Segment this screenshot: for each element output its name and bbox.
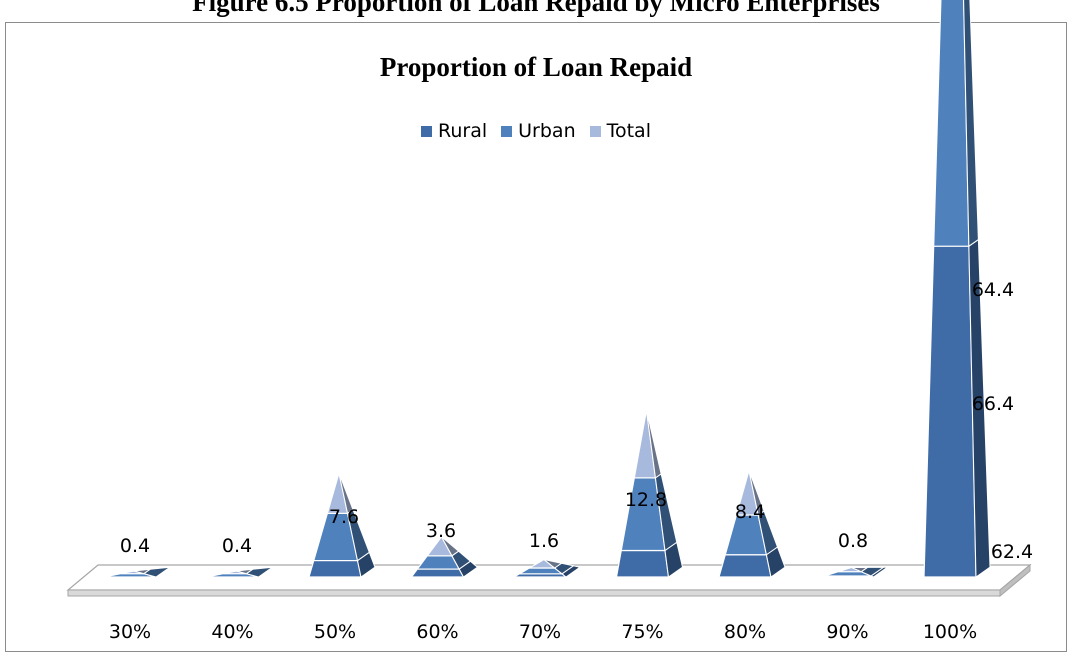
data-label: 66.4 [972, 393, 1014, 415]
legend-swatch-rural [421, 125, 433, 137]
legend-label-total: Total [606, 120, 651, 142]
data-label: 1.6 [529, 530, 559, 552]
x-tick-label: 40% [211, 621, 253, 643]
bar-segment-side [851, 566, 870, 573]
x-tick-label: 80% [724, 621, 766, 643]
data-label: 8.4 [735, 501, 765, 523]
x-tick-label: 50% [314, 621, 356, 643]
bar-segment-side [646, 409, 662, 479]
data-label: 62.4 [991, 541, 1033, 563]
bar-segment-side [236, 568, 255, 575]
bar-segment [615, 549, 670, 578]
legend: Rural Urban Total [0, 120, 1072, 142]
data-label: 0.8 [838, 530, 868, 552]
bar-segment-side [963, 0, 979, 248]
chart-area [5, 22, 1067, 652]
x-tick-label: 75% [621, 621, 663, 643]
bar-segment-side [543, 559, 563, 569]
data-label: 12.8 [625, 489, 667, 511]
bar-segment-side [441, 536, 460, 557]
x-tick-label: 30% [109, 621, 151, 643]
data-label: 64.4 [972, 279, 1014, 301]
legend-swatch-total [589, 125, 601, 137]
bar-segment-side [338, 472, 354, 515]
floor-side [999, 563, 1031, 598]
data-label: 7.6 [329, 506, 359, 528]
data-label: 0.4 [222, 535, 252, 557]
x-tick-label: 90% [826, 621, 868, 643]
bar-segment [410, 568, 465, 578]
x-tick-label: 70% [519, 621, 561, 643]
data-label: 3.6 [426, 520, 456, 542]
legend-item-total: Total [589, 120, 651, 142]
figure-caption: Figure 6.5 Proportion of Loan Repaid by … [192, 0, 880, 17]
x-tick-label: 100% [923, 621, 977, 643]
legend-item-rural: Rural [421, 120, 487, 142]
legend-item-urban: Urban [501, 120, 576, 142]
legend-swatch-urban [501, 125, 513, 137]
bar-segment [923, 245, 977, 578]
data-label: 0.4 [120, 535, 150, 557]
floor-front [67, 589, 1001, 597]
bar-segment [308, 559, 362, 578]
bar-segment [718, 554, 772, 578]
bar-segment [933, 0, 970, 247]
bar-segment-side [748, 470, 765, 516]
legend-label-rural: Rural [438, 120, 488, 142]
legend-label-urban: Urban [518, 120, 576, 142]
bar-segment-side [133, 568, 152, 575]
x-tick-label: 60% [416, 621, 458, 643]
chart-title: Proportion of Loan Repaid [379, 52, 693, 82]
